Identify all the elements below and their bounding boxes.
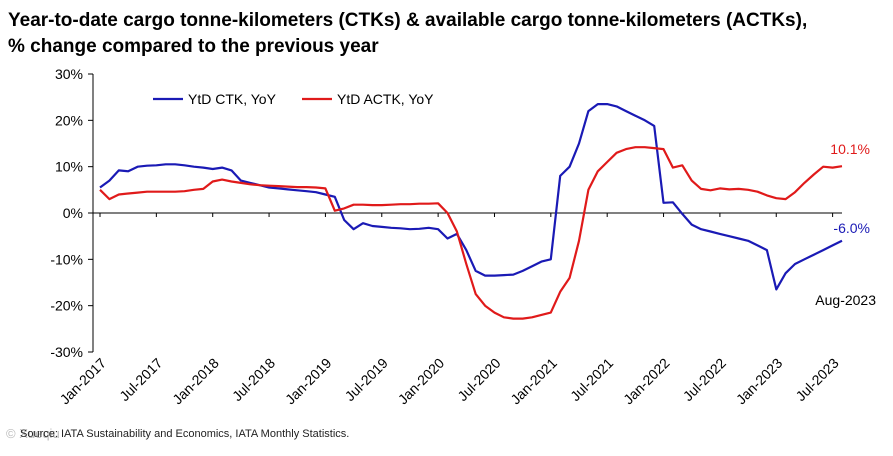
x-tick-label: Jul-2020 xyxy=(454,355,503,404)
y-axis: -30% -20% -10% 0% 10% 20% 30% xyxy=(50,66,94,360)
x-tick-label: Jul-2018 xyxy=(229,355,278,404)
x-tick-label: Jan-2021 xyxy=(507,355,560,408)
y-tick-label: 10% xyxy=(55,159,83,175)
chart-title-line-1: Year-to-date cargo tonne-kilometers (CTK… xyxy=(8,10,808,31)
x-tick-label: Jan-2018 xyxy=(169,355,222,408)
x-axis: Jan-2017 Jul-2017 Jan-2018 Jul-2018 Jan-2019… xyxy=(57,212,842,408)
legend-label-actk: YtD ACTK, YoY xyxy=(337,91,434,107)
x-tick-label: Jan-2019 xyxy=(282,355,335,408)
source-note: Source: IATA Sustainability and Economic… xyxy=(20,428,350,440)
x-tick-label: Jul-2023 xyxy=(792,355,841,404)
x-tick-label: Jan-2022 xyxy=(620,355,673,408)
x-tick-label: Jul-2022 xyxy=(680,355,729,404)
legend: YtD CTK, YoY YtD ACTK, YoY xyxy=(153,91,434,107)
annotations: -6.0% 10.1% Aug-2023 xyxy=(815,141,876,308)
date-annotation: Aug-2023 xyxy=(815,292,876,308)
y-tick-label: -30% xyxy=(50,344,83,360)
x-tick-label: Jan-2020 xyxy=(395,355,448,408)
x-tick-label: Jan-2017 xyxy=(57,355,110,408)
y-tick-label: 0% xyxy=(63,205,83,221)
chart-title: Year-to-date cargo tonne-kilometers (CTK… xyxy=(8,8,888,60)
x-tick-label: Jul-2019 xyxy=(342,355,391,404)
x-tick-label: Jul-2021 xyxy=(567,355,616,404)
y-tick-label: 20% xyxy=(55,112,83,128)
y-tick-label: 30% xyxy=(55,66,83,82)
series-lines xyxy=(99,103,843,320)
series-line-actk xyxy=(99,146,843,320)
series-end-label-actk: 10.1% xyxy=(830,141,870,157)
y-tick-label: -20% xyxy=(50,298,83,314)
x-tick-label: Jan-2023 xyxy=(733,355,786,408)
x-tick-label: Jul-2017 xyxy=(116,355,165,404)
series-line-ctk xyxy=(99,103,843,291)
y-tick-label: -10% xyxy=(50,251,83,267)
chart-title-line-2: % change compared to the previous year xyxy=(8,36,379,57)
legend-label-ctk: YtD CTK, YoY xyxy=(188,91,277,107)
series-end-label-ctk: -6.0% xyxy=(833,220,870,236)
watermark: © Xueqiu xyxy=(6,426,60,441)
